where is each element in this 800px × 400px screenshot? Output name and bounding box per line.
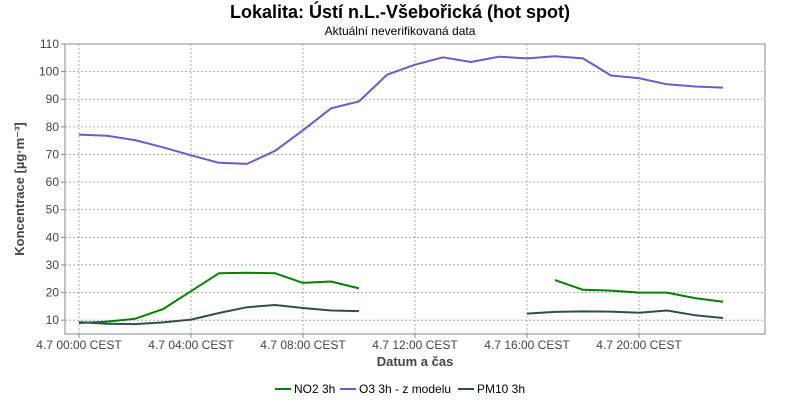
y-axis-ticks: 10 20 30 40 50 60 70 80 90 100 110 <box>39 37 65 327</box>
y-tick-label: 30 <box>46 258 60 272</box>
y-tick-label: 60 <box>46 175 60 189</box>
x-tick-label: 4.7 08:00 CEST <box>260 338 346 352</box>
y-tick-label: 50 <box>46 203 60 217</box>
y-axis-label: Koncentrace [µg·m⁻³] <box>12 122 27 256</box>
y-tick-label: 20 <box>46 286 60 300</box>
series-line-pm10-3h <box>78 304 360 326</box>
legend-label-pm10-3h: PM10 3h <box>477 382 525 396</box>
x-axis-ticks: 4.7 00:00 CEST 4.7 04:00 CEST 4.7 08:00 CE… <box>36 334 682 352</box>
x-tick-label: 4.7 20:00 CEST <box>596 338 682 352</box>
x-tick-label: 4.7 04:00 CEST <box>148 338 234 352</box>
x-axis-label: Datum a čas <box>377 354 454 369</box>
y-tick-label: 80 <box>46 120 60 134</box>
y-tick-label: 10 <box>46 313 60 327</box>
y-tick-label: 100 <box>39 65 59 79</box>
legend-label-o3-3h-z-modelu: O3 3h - z modelu <box>359 382 451 396</box>
legend: NO2 3h O3 3h - z modelu PM10 3h <box>275 382 525 396</box>
series-layer <box>78 55 724 326</box>
x-tick-label: 4.7 16:00 CEST <box>484 338 570 352</box>
y-tick-label: 110 <box>40 37 59 51</box>
chart-subtitle: Aktuální neverifikovaná data <box>325 24 476 38</box>
x-tick-label: 4.7 12:00 CEST <box>372 338 458 352</box>
series-line-o3-3h-z-modelu <box>78 55 724 165</box>
legend-label-no2-3h: NO2 3h <box>294 382 335 396</box>
y-tick-label: 40 <box>46 230 60 244</box>
series-line-no2-3h <box>554 279 724 303</box>
chart-title: Lokalita: Ústí n.L.-Všebořická (hot spot… <box>230 1 570 22</box>
series-line-pm10-3h <box>526 309 724 319</box>
series-line-no2-3h <box>78 271 360 324</box>
y-tick-label: 90 <box>46 92 60 106</box>
y-tick-label: 70 <box>46 147 60 161</box>
x-tick-label: 4.7 00:00 CEST <box>36 338 122 352</box>
